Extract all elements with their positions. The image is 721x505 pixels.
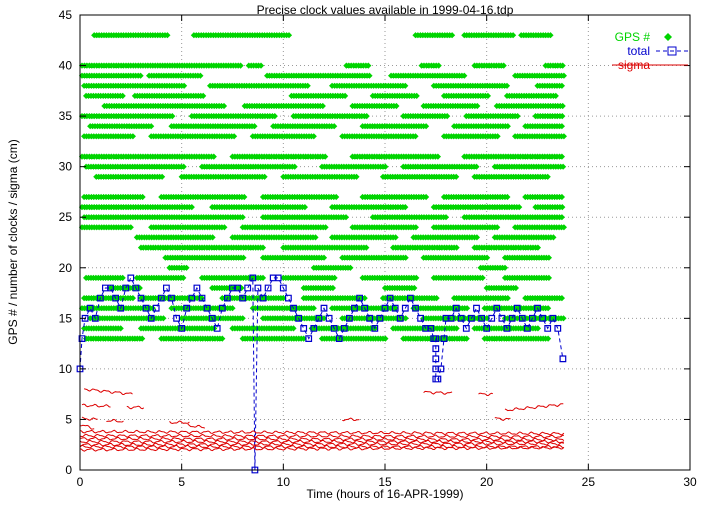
y-tick-label: 0	[65, 463, 72, 477]
axes	[79, 14, 691, 471]
legend-entry-sigma: sigma	[612, 58, 688, 72]
y-tick-label: 25	[59, 210, 73, 224]
y-tick-label: 20	[59, 261, 73, 275]
x-tick-label: 20	[480, 475, 494, 489]
y-tick-label: 10	[59, 362, 73, 376]
x-tick-label: 0	[77, 475, 84, 489]
legend-marker-total-square	[667, 46, 677, 56]
y-tick-label: 40	[59, 59, 73, 73]
y-tick-label: 45	[59, 8, 73, 22]
legend-label-total: total	[627, 44, 650, 58]
x-tick-label: 10	[277, 475, 291, 489]
legend-marker-gps-diamond	[664, 33, 672, 41]
series-total	[76, 274, 567, 474]
x-tick-label: 30	[683, 475, 697, 489]
legend-entry-total: total	[627, 44, 688, 58]
x-axis-title: Time (hours of 16-APR-1999)	[306, 487, 464, 501]
legend-label-gps: GPS #	[615, 30, 651, 44]
x-tick-label: 5	[178, 475, 185, 489]
grid	[80, 15, 690, 470]
legend-entry-gps: GPS #	[615, 30, 672, 44]
x-tick-label: 15	[378, 475, 392, 489]
chart-title: Precise clock values available in 1999-0…	[256, 3, 514, 17]
x-tick-label: 25	[582, 475, 596, 489]
series-sigma	[79, 388, 565, 452]
y-tick-label: 5	[65, 412, 72, 426]
y-tick-label: 15	[59, 311, 73, 325]
y-tick-label: 35	[59, 109, 73, 123]
tick-labels: 0 5 10 15 20 25 30 0 5 10 15 20 25 30 35 40 45	[59, 8, 697, 489]
y-axis-title: GPS # / number of clocks / sigma (cm)	[6, 139, 20, 345]
y-tick-label: 30	[59, 160, 73, 174]
series-gps	[78, 32, 568, 342]
